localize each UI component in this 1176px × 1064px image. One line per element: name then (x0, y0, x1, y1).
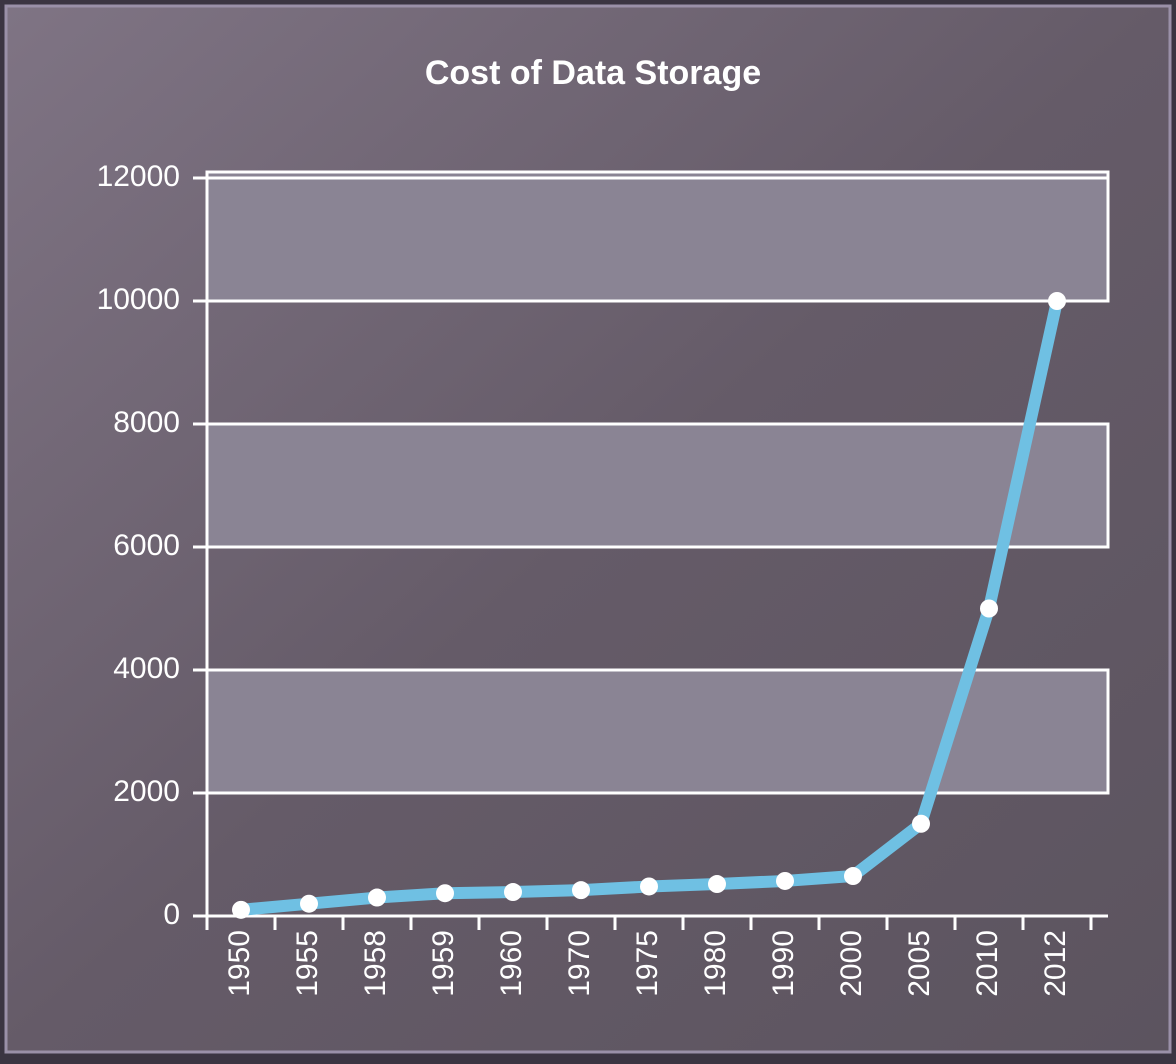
data-point (436, 884, 454, 903)
data-point (640, 877, 658, 896)
x-tick-label: 1958 (359, 930, 392, 997)
x-tick-label: 1975 (631, 930, 664, 997)
grid-band (205, 170, 1110, 303)
grid-band (205, 422, 1110, 549)
bands (205, 170, 1110, 795)
data-point (708, 875, 726, 894)
y-tick-label: 8000 (113, 406, 180, 439)
y-tick-label: 6000 (113, 529, 180, 562)
chart-title: Cost of Data Storage (425, 54, 761, 92)
data-point (368, 888, 386, 907)
x-tick-label: 1970 (563, 930, 596, 997)
data-point (980, 599, 998, 618)
data-point (1048, 292, 1066, 310)
data-point (300, 894, 318, 913)
x-tick-label: 2000 (835, 930, 868, 997)
data-point (844, 867, 862, 886)
x-tick-label: 1950 (223, 930, 256, 997)
x-tick-label: 2012 (1039, 930, 1072, 997)
data-point (572, 881, 590, 900)
y-tick-label: 0 (163, 898, 180, 931)
x-tick-label: 1990 (767, 930, 800, 997)
data-point (504, 883, 522, 902)
x-tick-label: 1960 (495, 930, 528, 997)
grid-band (205, 668, 1110, 795)
data-point (912, 814, 930, 833)
y-tick-label: 12000 (97, 160, 180, 193)
data-point (776, 871, 794, 890)
x-tick-label: 2010 (971, 930, 1004, 997)
data-point (232, 900, 250, 919)
x-tick-label: 1959 (427, 930, 460, 997)
x-tick-label: 1955 (291, 930, 324, 997)
y-tick-label: 4000 (113, 652, 180, 685)
y-tick-label: 10000 (97, 283, 180, 316)
x-tick-label: 1980 (699, 930, 732, 997)
y-tick-label: 2000 (113, 775, 180, 808)
x-tick-label: 2005 (903, 930, 936, 997)
